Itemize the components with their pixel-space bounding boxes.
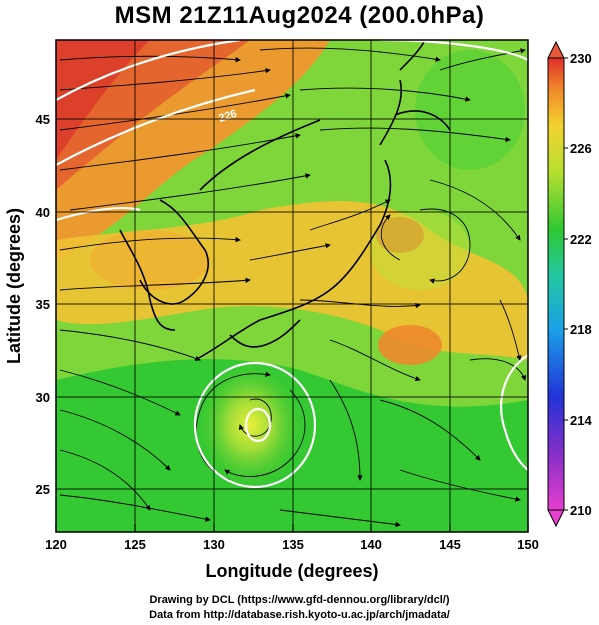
colorbar-tick-label: 222 <box>570 232 592 247</box>
plot-frame <box>55 39 529 533</box>
y-tick-label: 45 <box>36 112 50 127</box>
x-ticks <box>55 524 529 532</box>
contour-label: 226 <box>217 108 238 125</box>
x-tick-label: 145 <box>439 537 461 552</box>
x-tick-label: 140 <box>360 537 382 552</box>
x-tick-label: 150 <box>517 537 539 552</box>
x-tick-labels: 120 125 130 135 140 145 150 <box>45 537 539 552</box>
colorbar-min-arrow <box>547 509 565 528</box>
colorbar-tick-label: 214 <box>570 413 592 428</box>
y-axis-label: Latitude (degrees) <box>4 208 24 364</box>
y-tick-label: 30 <box>36 390 50 405</box>
credit-drawing: Drawing by DCL (https://www.gfd-dennou.o… <box>149 594 450 606</box>
contours <box>56 40 528 489</box>
grid <box>56 40 528 532</box>
credit-data: Data from http://database.rish.kyoto-u.a… <box>149 609 450 621</box>
x-tick-label: 120 <box>45 537 67 552</box>
y-tick-labels: 25 30 35 40 45 <box>36 112 50 497</box>
x-tick-label: 135 <box>282 537 304 552</box>
y-tick-label: 25 <box>36 482 50 497</box>
x-tick-label: 130 <box>203 537 225 552</box>
colorbar-tick-label: 218 <box>570 322 592 337</box>
y-tick-label: 40 <box>36 205 50 220</box>
colorbar-tick-label: 226 <box>570 141 592 156</box>
colorbar-max-arrow <box>547 40 565 59</box>
x-axis-label: Longitude (degrees) <box>205 561 378 581</box>
x-tick-label: 125 <box>124 537 146 552</box>
chart-title: MSM 21Z11Aug2024 (200.0hPa) <box>114 2 485 29</box>
y-tick-label: 35 <box>36 297 50 312</box>
colorbar: 230 226 222 218 214 210 <box>547 40 592 528</box>
colorbar-tick-label: 230 <box>570 51 592 66</box>
streamlines <box>59 47 527 528</box>
coastlines <box>119 40 451 361</box>
colorbar-tick-label: 210 <box>570 503 592 518</box>
